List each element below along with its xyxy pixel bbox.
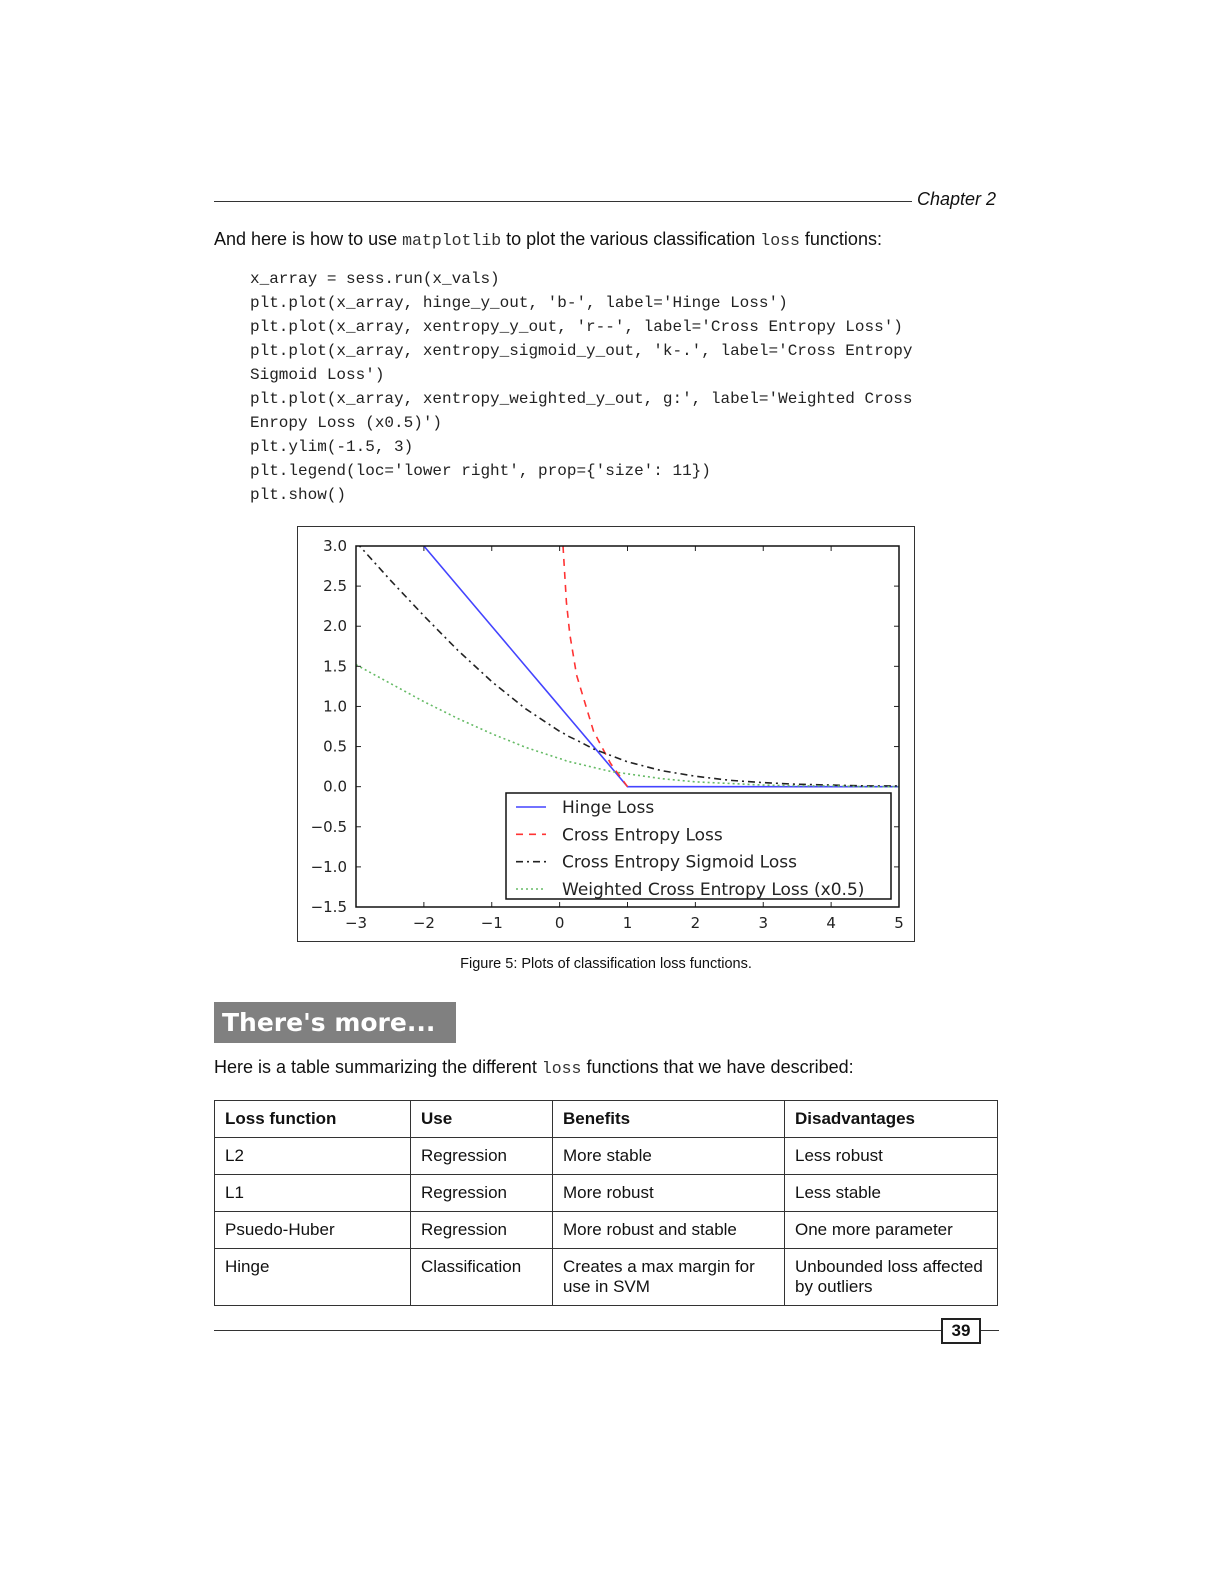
- legend-label: Weighted Cross Entropy Loss (x0.5): [562, 880, 864, 900]
- caption: Figure 5: Plots of classification loss f…: [460, 956, 752, 972]
- table-cell: Unbounded loss affected by outliers: [784, 1248, 998, 1306]
- legend-label: Hinge Loss: [562, 798, 654, 818]
- table-cell: Psuedo-Huber: [214, 1211, 411, 1249]
- table-cell: More robust: [552, 1174, 785, 1212]
- paragraph: Here is a table summarizing the differen…: [214, 1057, 854, 1078]
- text: functions that we have described:: [581, 1057, 854, 1077]
- y-tick-label: −1.0: [311, 858, 347, 876]
- table-cell: L2: [214, 1137, 411, 1175]
- header-rule: [214, 201, 912, 202]
- x-tick-label: 5: [894, 914, 904, 932]
- code-line: Enropy Loss (x0.5)'): [250, 414, 443, 432]
- header-cell: Loss function: [214, 1100, 411, 1138]
- section-heading: There's more...: [214, 1002, 456, 1043]
- inline-code: loss: [760, 231, 800, 250]
- code-line: plt.plot(x_array, xentropy_weighted_y_ou…: [250, 390, 913, 408]
- table-cell: Classification: [410, 1248, 553, 1306]
- table: Loss function Use Benefits Disadvantages L2 R…: [214, 1100, 998, 1306]
- table-cell: One more parameter: [784, 1211, 998, 1249]
- figure-frame: [297, 526, 915, 942]
- y-tick-label: 1.0: [323, 697, 347, 715]
- code-block: x_array = sess.run(x_vals) plt.plot(x_arr…: [250, 267, 913, 507]
- header-cell: Disadvantages: [784, 1100, 998, 1138]
- series-line: [358, 546, 899, 787]
- table-row: Hinge Classification Creates a max margin …: [214, 1248, 998, 1306]
- y-tick-label: 2.5: [323, 577, 347, 595]
- code-line: plt.plot(x_array, hinge_y_out, 'b-', lab…: [250, 294, 788, 312]
- inline-code: matplotlib: [402, 231, 502, 250]
- x-tick-label: −1: [481, 914, 503, 932]
- page-number: 39: [941, 1318, 981, 1344]
- code-line: plt.show(): [250, 486, 347, 504]
- plot-lines: [356, 546, 899, 788]
- code-line: plt.plot(x_array, xentropy_y_out, 'r--',…: [250, 318, 903, 336]
- header-cell: Benefits: [552, 1100, 785, 1138]
- series-line: [422, 546, 899, 788]
- code-line: plt.plot(x_array, xentropy_sigmoid_y_out…: [250, 342, 913, 360]
- y-tick-label: 2.0: [323, 617, 347, 635]
- y-tick-label: 0.5: [323, 738, 347, 756]
- chapter-label: Chapter 2: [917, 189, 997, 209]
- chart: −1.5 −1.0 −0.5 0.0 0.5 1.0 1.5 2.0 2.5 3.0 −3 −2 −1 0…: [297, 526, 915, 942]
- code-line: plt.ylim(-1.5, 3): [250, 438, 414, 456]
- table-header-row: Loss function Use Benefits Disadvantages: [214, 1100, 998, 1138]
- table-cell: More stable: [552, 1137, 785, 1175]
- plot-frame: [355, 545, 900, 908]
- table-row: L2 Regression More stable Less robust: [214, 1137, 998, 1175]
- code-line: plt.legend(loc='lower right', prop={'siz…: [250, 462, 711, 480]
- table-cell: Less stable: [784, 1174, 998, 1212]
- footer-rule: [214, 1330, 999, 1331]
- y-tick-label: −1.5: [311, 898, 347, 916]
- table-cell: Less robust: [784, 1137, 998, 1175]
- header-cell: Use: [410, 1100, 553, 1138]
- x-tick-label: −2: [413, 914, 435, 932]
- paragraph: And here is how to use matplotlib to plo…: [214, 229, 882, 250]
- table-cell: Creates a max margin for use in SVM: [552, 1248, 785, 1306]
- inline-code: loss: [541, 1059, 582, 1078]
- y-tick-label: 3.0: [323, 537, 347, 555]
- x-tick-label: 3: [758, 914, 768, 932]
- x-tick-label: 1: [623, 914, 633, 932]
- series-line: [562, 546, 629, 788]
- table-cell: Hinge: [214, 1248, 411, 1306]
- table-row: Psuedo-Huber Regression More robust and st…: [214, 1211, 998, 1249]
- x-tick-label: −3: [345, 914, 367, 932]
- table-cell: Regression: [410, 1174, 553, 1212]
- table-cell: More robust and stable: [552, 1211, 785, 1249]
- x-tick-label: 4: [826, 914, 836, 932]
- code-line: x_array = sess.run(x_vals): [250, 270, 500, 288]
- x-tick-label: 2: [691, 914, 701, 932]
- y-tick-label: 1.5: [323, 657, 347, 675]
- table-cell: Regression: [410, 1211, 553, 1249]
- legend-box: [505, 792, 892, 900]
- code-line: Sigmoid Loss'): [250, 366, 385, 384]
- table-cell: Regression: [410, 1137, 553, 1175]
- text: to plot the various classification: [501, 229, 761, 249]
- legend-label: Cross Entropy Sigmoid Loss: [562, 853, 797, 873]
- text: Here is a table summarizing the differen…: [214, 1057, 542, 1077]
- series-line: [356, 664, 899, 788]
- table-cell: L1: [214, 1174, 411, 1212]
- legend-label: Cross Entropy Loss: [562, 825, 723, 845]
- text: And here is how to use: [214, 229, 403, 249]
- table-row: L1 Regression More robust Less stable: [214, 1174, 998, 1212]
- x-tick-label: 0: [555, 914, 565, 932]
- text: functions:: [799, 229, 882, 249]
- y-tick-label: 0.0: [323, 778, 347, 796]
- y-tick-label: −0.5: [311, 818, 347, 836]
